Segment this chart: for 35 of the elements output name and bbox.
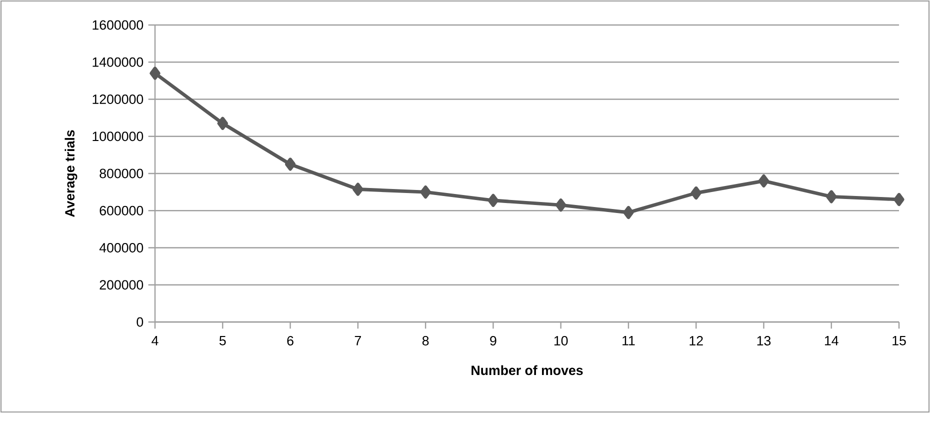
point: [150, 66, 160, 80]
point: [826, 190, 837, 204]
x-tick-label: 10: [554, 336, 568, 346]
point: [758, 174, 770, 188]
x-tick-label: 13: [757, 336, 771, 346]
x-tick-label: 8: [422, 336, 429, 346]
y-tick-label: 0: [136, 317, 144, 327]
y-tick-label: 200000: [100, 280, 144, 290]
x-tick-label: 12: [690, 336, 703, 346]
x-tick-label: 11: [622, 336, 635, 346]
y-tick-label: 1600000: [92, 20, 144, 30]
x-tick-label: 6: [287, 336, 294, 346]
point: [488, 194, 499, 207]
x-tick-label: 4: [152, 336, 158, 346]
y-tick-label: 1200000: [92, 94, 144, 104]
x-tick-label: 9: [490, 336, 496, 346]
x-tick-label: 14: [824, 336, 838, 346]
y-tick-label: 800000: [100, 168, 144, 178]
x-tick-label: 15: [892, 336, 906, 346]
point: [894, 192, 904, 206]
point: [217, 116, 228, 130]
x-axis-title: Number of moves: [472, 365, 583, 376]
point: [690, 186, 702, 200]
point: [352, 182, 364, 196]
x-tick-label: 5: [219, 336, 226, 346]
point: [623, 206, 634, 220]
y-tick-label: 1400000: [92, 57, 144, 67]
y-tick-label: 1000000: [92, 132, 144, 142]
x-tick-label: 7: [354, 336, 361, 346]
y-axis-title: Average trials: [64, 130, 78, 218]
y-tick-label: 400000: [99, 243, 144, 252]
point: [420, 186, 431, 199]
point: [555, 198, 566, 212]
y-tick-label: 600000: [100, 206, 144, 216]
point: [284, 158, 296, 171]
